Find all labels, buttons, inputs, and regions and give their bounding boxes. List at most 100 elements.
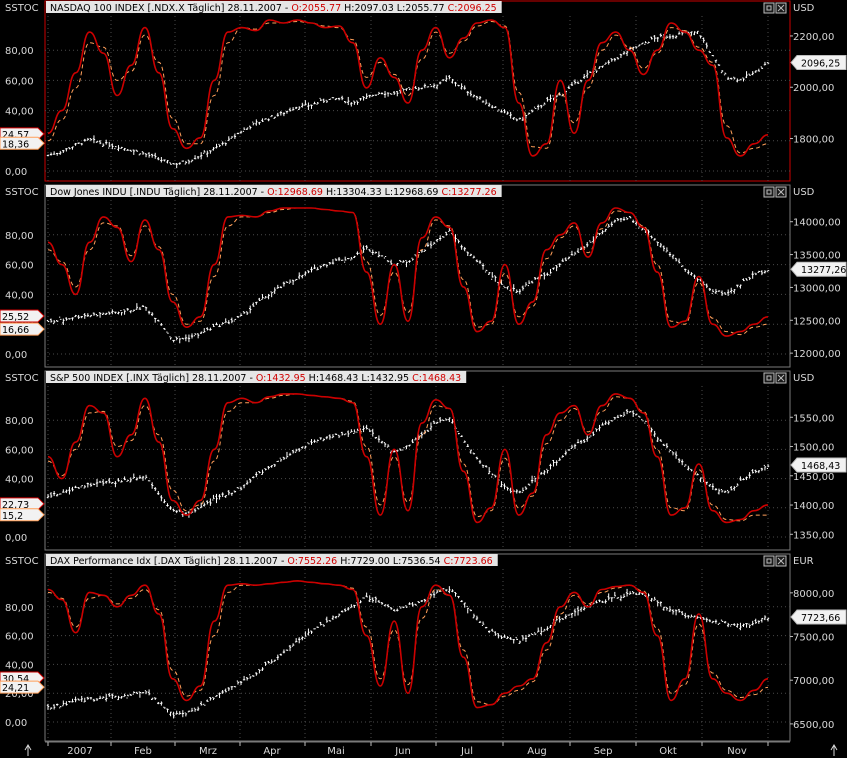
y-tick-label-left: 80,00 <box>5 603 34 614</box>
scroll-right-arrow-icon[interactable] <box>830 744 838 756</box>
close-icon[interactable] <box>775 372 787 384</box>
close-icon[interactable] <box>775 555 787 567</box>
x-tick-label: Sep <box>594 746 613 757</box>
chart-title: DAX Performance Idx [.DAX Täglich] <box>50 556 221 567</box>
indicator-label: SSTOC <box>5 187 39 198</box>
minimize-icon[interactable] <box>763 186 775 198</box>
stoch-d-line <box>47 207 769 336</box>
y-tick-label-left: 60,00 <box>5 261 34 272</box>
minimize-icon[interactable] <box>763 372 775 384</box>
ohlc-value: H:13304.33 <box>326 187 382 198</box>
close-icon[interactable] <box>775 186 787 198</box>
y-tick-label-right: 1400,00 <box>793 501 834 512</box>
price-badge-value: 1468,43 <box>801 461 840 472</box>
title-bar: NASDAQ 100 INDEX [.NDX.X Täglich] 28.11.… <box>46 1 502 14</box>
y-tick-label-left: 0,00 <box>5 350 27 361</box>
chart-panel-4: 80,00 60,00 40,00 20,00 0,00 SSTOC DAX Perform… <box>0 553 847 742</box>
currency-label: EUR <box>793 556 814 567</box>
stoch-k-badge: 25,52 <box>0 309 45 323</box>
currency-label: USD <box>793 187 815 198</box>
minimize-icon[interactable] <box>763 555 775 567</box>
x-tick-label: Feb <box>134 746 152 757</box>
ohlc-value: 28.11.2007 - <box>228 3 289 14</box>
stoch-k-badge-value: 30,54 <box>2 674 29 685</box>
ohlc-value: L:12968.69 <box>385 187 439 198</box>
stoch-k-badge-value: 25,52 <box>2 312 29 323</box>
stoch-k-badge: 22,73 <box>0 497 45 511</box>
y-tick-label-right: 1450,00 <box>793 472 834 483</box>
stoch-d-badge: 24,21 <box>0 680 45 694</box>
y-tick-label-left: 40,00 <box>5 475 34 486</box>
stoch-k-line <box>47 207 769 337</box>
y-tick-label-left: 60,00 <box>5 632 34 643</box>
currency-label: USD <box>793 373 815 384</box>
y-tick-label-right: 12000,00 <box>793 349 841 360</box>
y-tick-label-left: 40,00 <box>5 107 34 118</box>
x-tick-label: Nov <box>727 746 747 757</box>
y-tick-label-right: 13500,00 <box>793 251 841 262</box>
close-icon[interactable] <box>775 2 787 14</box>
price-bars <box>46 216 770 344</box>
y-tick-label-left: 60,00 <box>5 445 34 456</box>
stoch-d-badge: 15,2 <box>0 508 45 522</box>
y-tick-label-left: 60,00 <box>5 76 34 87</box>
ohlc-value: H:7729.00 <box>340 556 390 567</box>
y-tick-label-left: 0,00 <box>5 533 27 544</box>
stoch-d-line <box>47 20 769 154</box>
x-axis: 2007 Feb Mrz Apr Mai Jun Jul Aug Sep Okt Nov <box>45 741 790 757</box>
x-tick-label: Mai <box>327 746 345 757</box>
stoch-d-badge-value: 18,36 <box>2 139 29 150</box>
ohlc-value: O:1432.95 <box>256 373 306 384</box>
y-tick-label-right: 1550,00 <box>793 413 834 424</box>
x-tick-label: Mrz <box>199 746 217 757</box>
price-badge: 7723,66 <box>790 609 847 625</box>
panel-frame <box>44 184 791 368</box>
y-tick-label-right: 6500,00 <box>793 720 834 731</box>
stoch-k-badge-value: 24,57 <box>2 130 29 141</box>
y-tick-label-left: 0,00 <box>5 718 27 729</box>
y-tick-label-right: 1350,00 <box>793 530 834 541</box>
indicator-label: SSTOC <box>5 3 39 14</box>
title-background <box>46 554 498 566</box>
ohlc-value: H:1468.43 <box>309 373 359 384</box>
y-tick-label-left: 40,00 <box>5 660 34 671</box>
panel-frame <box>44 370 791 551</box>
scroll-left-arrow-icon[interactable] <box>24 744 32 756</box>
stoch-k-badge-value: 22,73 <box>2 500 29 511</box>
y-tick-label-left: 20,00 <box>5 689 34 700</box>
price-badge: 1468,43 <box>790 457 847 473</box>
minimize-icon[interactable] <box>763 2 775 14</box>
price-bars <box>46 586 770 719</box>
y-tick-label-right: 7500,00 <box>793 633 834 644</box>
stoch-d-badge: 18,36 <box>0 136 45 150</box>
stoch-d-badge-value: 15,2 <box>2 511 23 522</box>
ohlc-value: O:12968.69 <box>267 187 323 198</box>
ohlc-value: O:7552.26 <box>287 556 337 567</box>
price-badge-value: 2096,25 <box>801 59 840 70</box>
stoch-d-line <box>47 393 768 522</box>
stoch-k-line <box>47 19 769 157</box>
y-tick-label-right: 2000,00 <box>793 83 834 94</box>
ohlc-value: 28.11.2007 - <box>203 187 264 198</box>
stoch-d-badge: 16,66 <box>0 322 45 336</box>
ohlc-value: 28.11.2007 - <box>224 556 285 567</box>
title-bar: DAX Performance Idx [.DAX Täglich] 28.11… <box>46 554 498 567</box>
y-tick-label-left: 80,00 <box>5 46 34 57</box>
title-background <box>46 1 502 13</box>
ohlc-value: C:2096.25 <box>448 3 497 14</box>
y-tick-label-left: 0,00 <box>5 167 27 178</box>
y-tick-label-right: 12500,00 <box>793 316 841 327</box>
x-tick-label: Aug <box>527 746 547 757</box>
ohlc-value: C:7723.66 <box>444 556 493 567</box>
ohlc-value: 28.11.2007 - <box>192 373 253 384</box>
chart-title: NASDAQ 100 INDEX [.NDX.X Täglich] <box>50 3 225 14</box>
stoch-d-badge-value: 24,21 <box>2 683 29 694</box>
y-tick-label-right: 7000,00 <box>793 676 834 687</box>
ohlc-value: C:1468.43 <box>412 373 461 384</box>
stoch-k-line <box>47 393 769 524</box>
y-tick-label-left: 80,00 <box>5 231 34 242</box>
title-bar: Dow Jones INDU [.INDU Täglich] 28.11.200… <box>46 185 502 198</box>
